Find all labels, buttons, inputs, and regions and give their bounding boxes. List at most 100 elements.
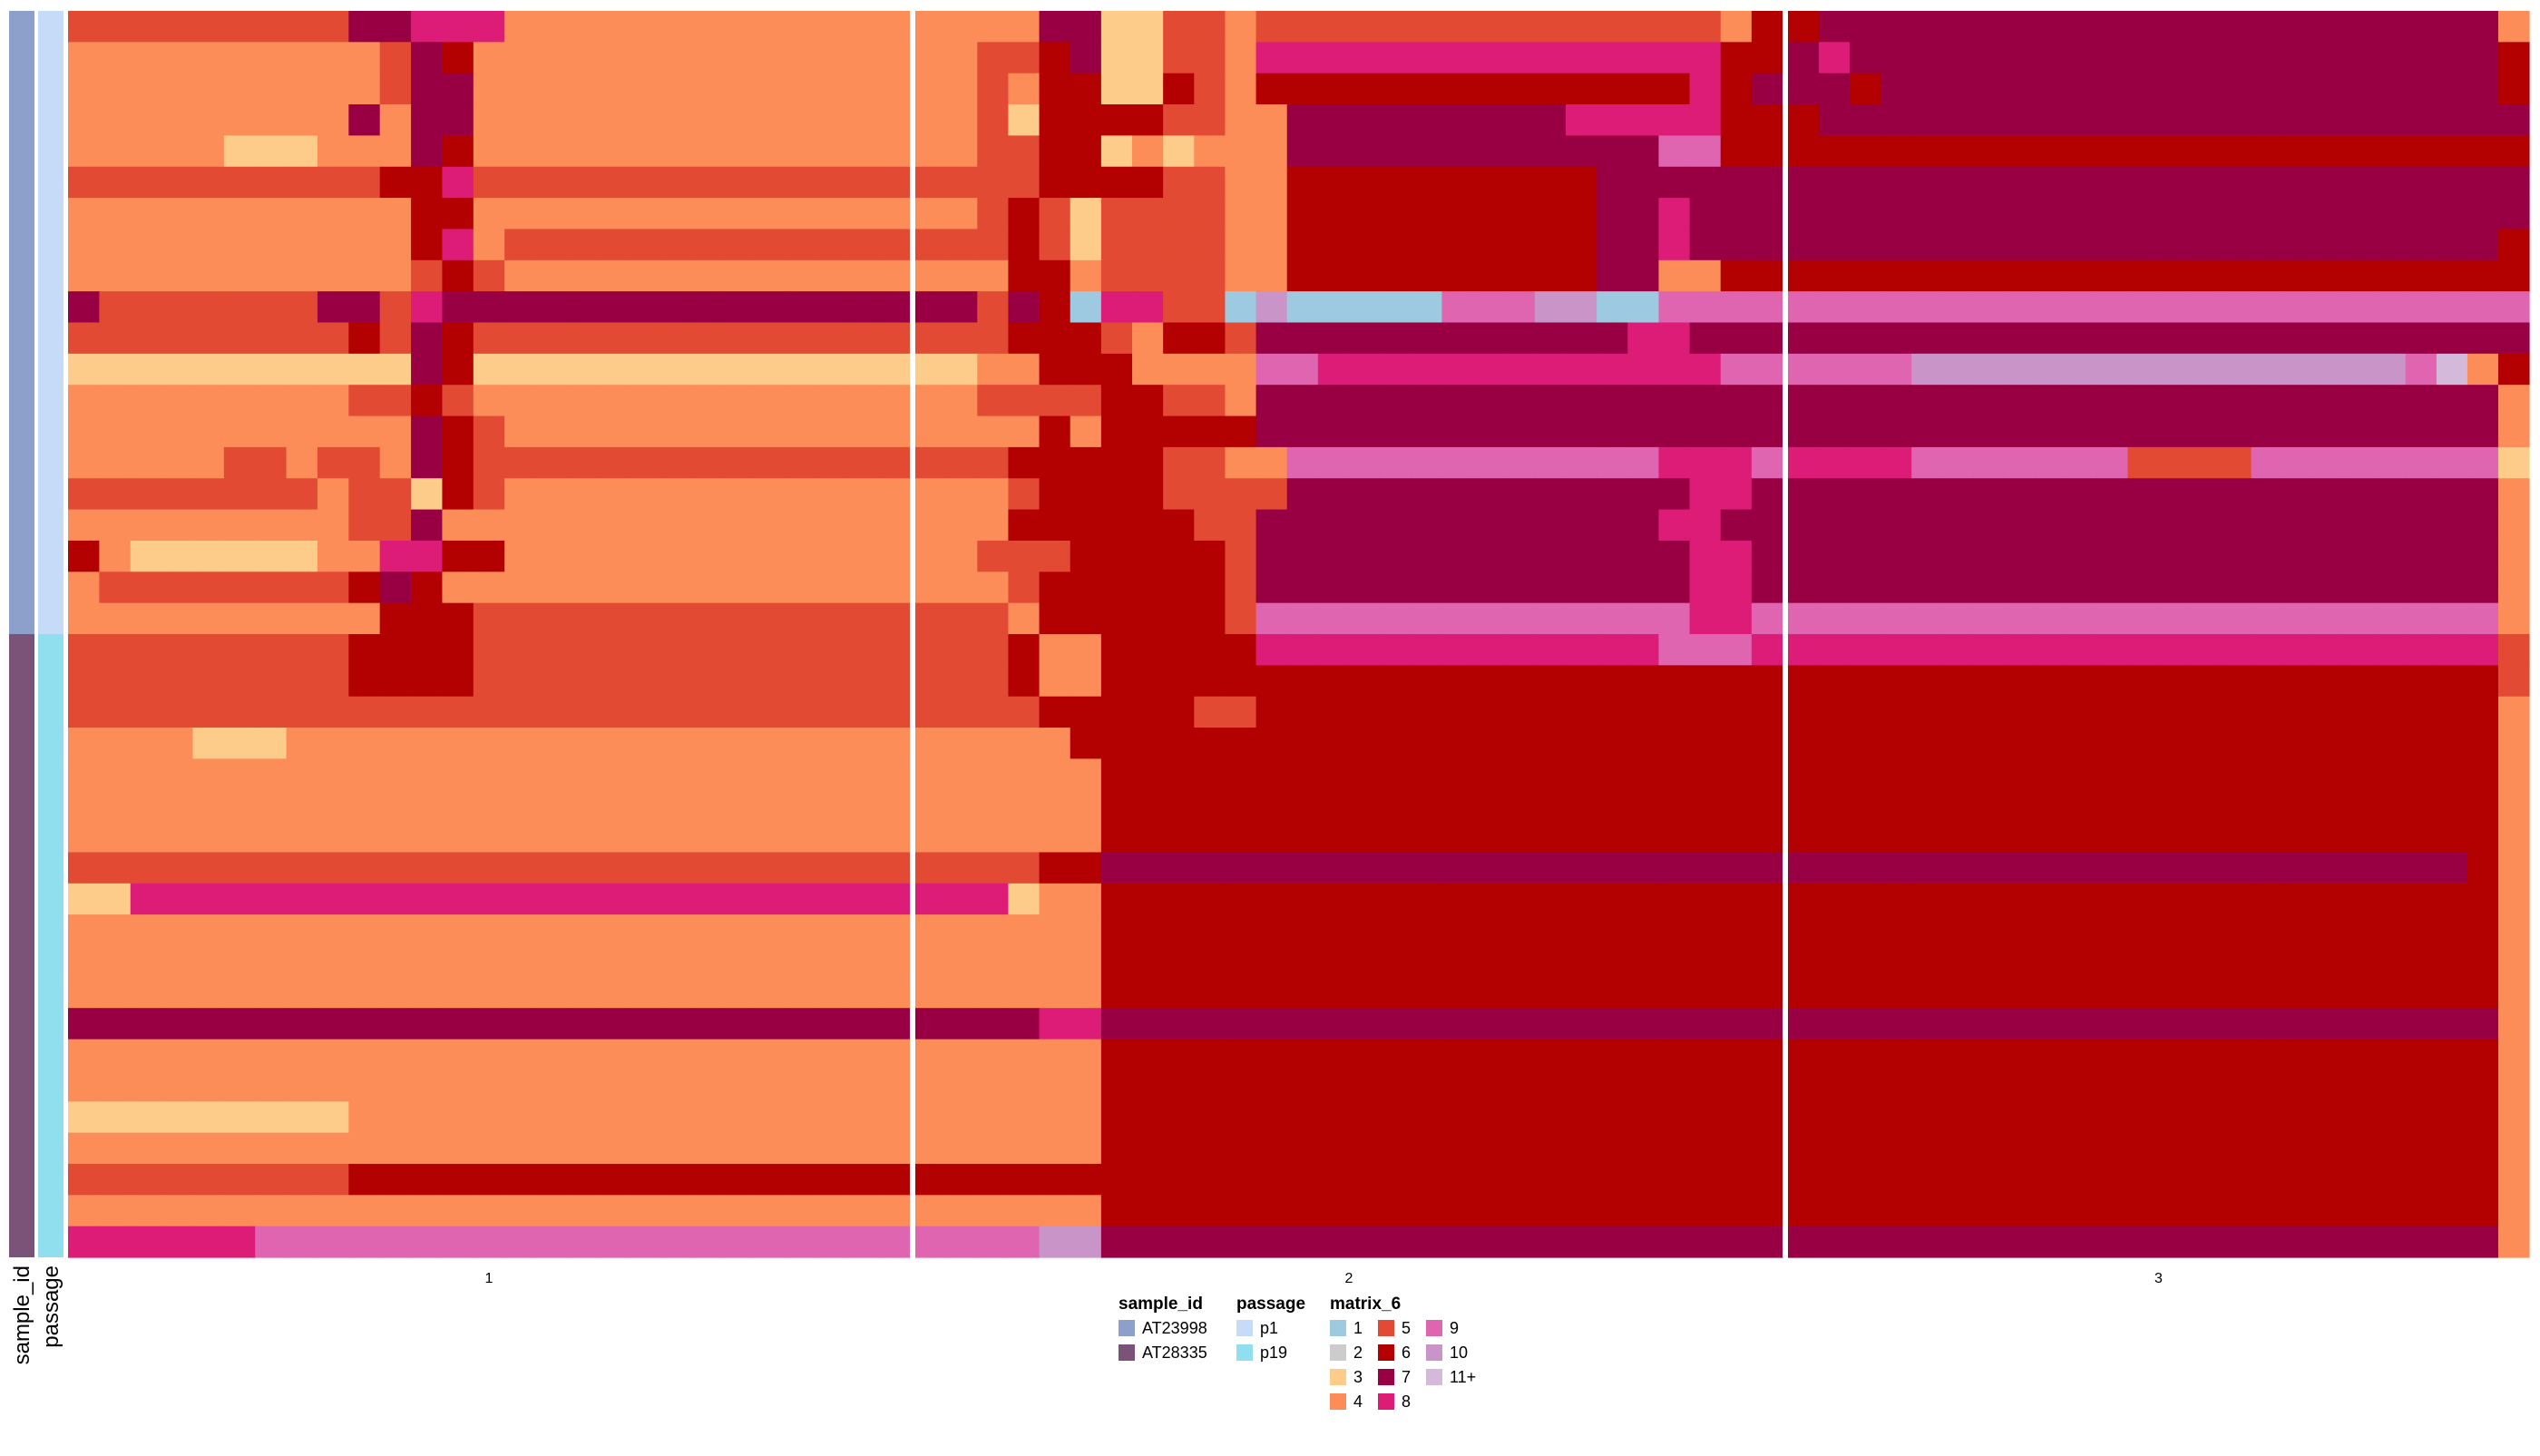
heatmap-cell bbox=[629, 852, 661, 884]
heatmap-cell bbox=[2374, 446, 2407, 479]
heatmap-cell bbox=[1503, 135, 1536, 168]
heatmap-cell bbox=[1100, 509, 1133, 542]
heatmap-cell bbox=[1597, 415, 1628, 448]
heatmap-cell bbox=[1039, 478, 1071, 511]
heatmap-cell bbox=[2096, 166, 2129, 199]
heatmap-cell bbox=[1349, 914, 1381, 947]
heatmap-cell bbox=[785, 914, 817, 947]
heatmap-cell bbox=[348, 385, 381, 417]
heatmap-cell bbox=[1973, 602, 2005, 635]
heatmap-cell bbox=[1349, 42, 1381, 74]
heatmap-cell bbox=[68, 696, 100, 728]
heatmap-cell bbox=[348, 758, 381, 791]
heatmap-cell bbox=[1132, 665, 1164, 698]
heatmap-cell bbox=[2281, 821, 2314, 854]
heatmap-cell bbox=[1008, 229, 1040, 261]
heatmap-cell bbox=[722, 540, 755, 572]
heatmap-cell bbox=[255, 821, 288, 854]
heatmap-cell bbox=[629, 572, 661, 604]
heatmap-cell bbox=[2467, 945, 2499, 978]
heatmap-cell bbox=[722, 1039, 755, 1071]
heatmap-cell bbox=[1255, 415, 1288, 448]
heatmap-cell bbox=[1411, 11, 1443, 43]
heatmap-cell bbox=[255, 1039, 288, 1071]
heatmap-cell bbox=[442, 291, 474, 324]
heatmap-cell bbox=[2251, 1039, 2283, 1071]
heatmap-cell bbox=[1627, 602, 1660, 635]
heatmap-cell bbox=[161, 1070, 194, 1102]
heatmap-cell bbox=[2066, 478, 2098, 511]
heatmap-cell bbox=[2066, 696, 2098, 728]
heatmap-cell bbox=[816, 1163, 848, 1196]
heatmap-cell bbox=[442, 945, 474, 978]
heatmap-cell bbox=[977, 73, 1010, 105]
heatmap-cell bbox=[1070, 1101, 1102, 1134]
heatmap-cell bbox=[1039, 634, 1071, 666]
heatmap-cell bbox=[286, 11, 318, 43]
heatmap-cell bbox=[1194, 478, 1226, 511]
heatmap-cell bbox=[2035, 602, 2066, 635]
heatmap-cell bbox=[1911, 198, 1943, 230]
heatmap-cell bbox=[1380, 73, 1412, 105]
legend-label: AT28335 bbox=[1142, 1344, 1207, 1362]
legend-title: passage bbox=[1236, 1295, 1305, 1314]
heatmap-cell bbox=[68, 602, 100, 635]
heatmap-cell bbox=[2251, 1101, 2283, 1134]
heatmap-cell bbox=[1380, 42, 1412, 74]
heatmap-cell bbox=[1070, 353, 1102, 386]
heatmap-cell bbox=[535, 1070, 568, 1102]
heatmap-cell bbox=[878, 73, 911, 105]
heatmap-cell bbox=[473, 73, 505, 105]
heatmap-cell bbox=[1689, 572, 1722, 604]
heatmap-cell bbox=[2312, 789, 2345, 822]
heatmap-cell bbox=[566, 415, 599, 448]
heatmap-cell bbox=[2343, 166, 2376, 199]
heatmap-cell bbox=[442, 229, 474, 261]
heatmap-cell bbox=[68, 789, 100, 822]
heatmap-cell bbox=[1597, 259, 1628, 292]
heatmap-cell bbox=[2467, 1070, 2499, 1102]
heatmap-cell bbox=[2497, 821, 2530, 854]
heatmap-cell bbox=[2436, 446, 2468, 479]
heatmap-cell bbox=[1349, 1070, 1381, 1102]
heatmap-cell bbox=[785, 540, 817, 572]
heatmap-cell bbox=[1317, 1163, 1350, 1196]
heatmap-cell bbox=[1911, 166, 1943, 199]
heatmap-cell bbox=[348, 821, 381, 854]
heatmap-cell bbox=[130, 291, 162, 324]
heatmap-cell bbox=[2066, 945, 2098, 978]
heatmap-cell bbox=[785, 415, 817, 448]
heatmap-cell bbox=[223, 415, 256, 448]
heatmap-cell bbox=[878, 634, 911, 666]
heatmap-cell bbox=[504, 821, 537, 854]
heatmap-cell bbox=[1132, 634, 1164, 666]
heatmap-cell bbox=[566, 1226, 599, 1258]
heatmap-cell bbox=[535, 852, 568, 884]
heatmap-cell bbox=[722, 229, 755, 261]
heatmap-cell bbox=[1132, 73, 1164, 105]
heatmap-cell bbox=[1566, 1039, 1597, 1071]
heatmap-cell bbox=[1380, 1070, 1412, 1102]
heatmap-cell bbox=[2220, 229, 2252, 261]
legend-label: 1 bbox=[1353, 1319, 1363, 1337]
heatmap-cell bbox=[915, 945, 947, 978]
heatmap-cell bbox=[722, 665, 755, 698]
heatmap-cell bbox=[317, 198, 349, 230]
heatmap-cell bbox=[598, 1008, 630, 1041]
heatmap-cell bbox=[255, 1226, 288, 1258]
heatmap-cell bbox=[2281, 696, 2314, 728]
heatmap-cell bbox=[722, 883, 755, 915]
heatmap-cell bbox=[1788, 914, 1820, 947]
passage-annotation-segment bbox=[38, 634, 64, 1257]
heatmap-cell bbox=[1349, 135, 1381, 168]
heatmap-cell bbox=[1788, 478, 1820, 511]
heatmap-cell bbox=[1039, 446, 1071, 479]
heatmap-cell bbox=[1349, 259, 1381, 292]
heatmap-cell bbox=[1597, 696, 1628, 728]
heatmap-cell bbox=[2251, 945, 2283, 978]
heatmap-cell bbox=[1163, 478, 1195, 511]
heatmap-cell bbox=[2035, 976, 2066, 1009]
heatmap-cell bbox=[1881, 1226, 1912, 1258]
heatmap-cell bbox=[223, 42, 256, 74]
heatmap-cell bbox=[1597, 914, 1628, 947]
